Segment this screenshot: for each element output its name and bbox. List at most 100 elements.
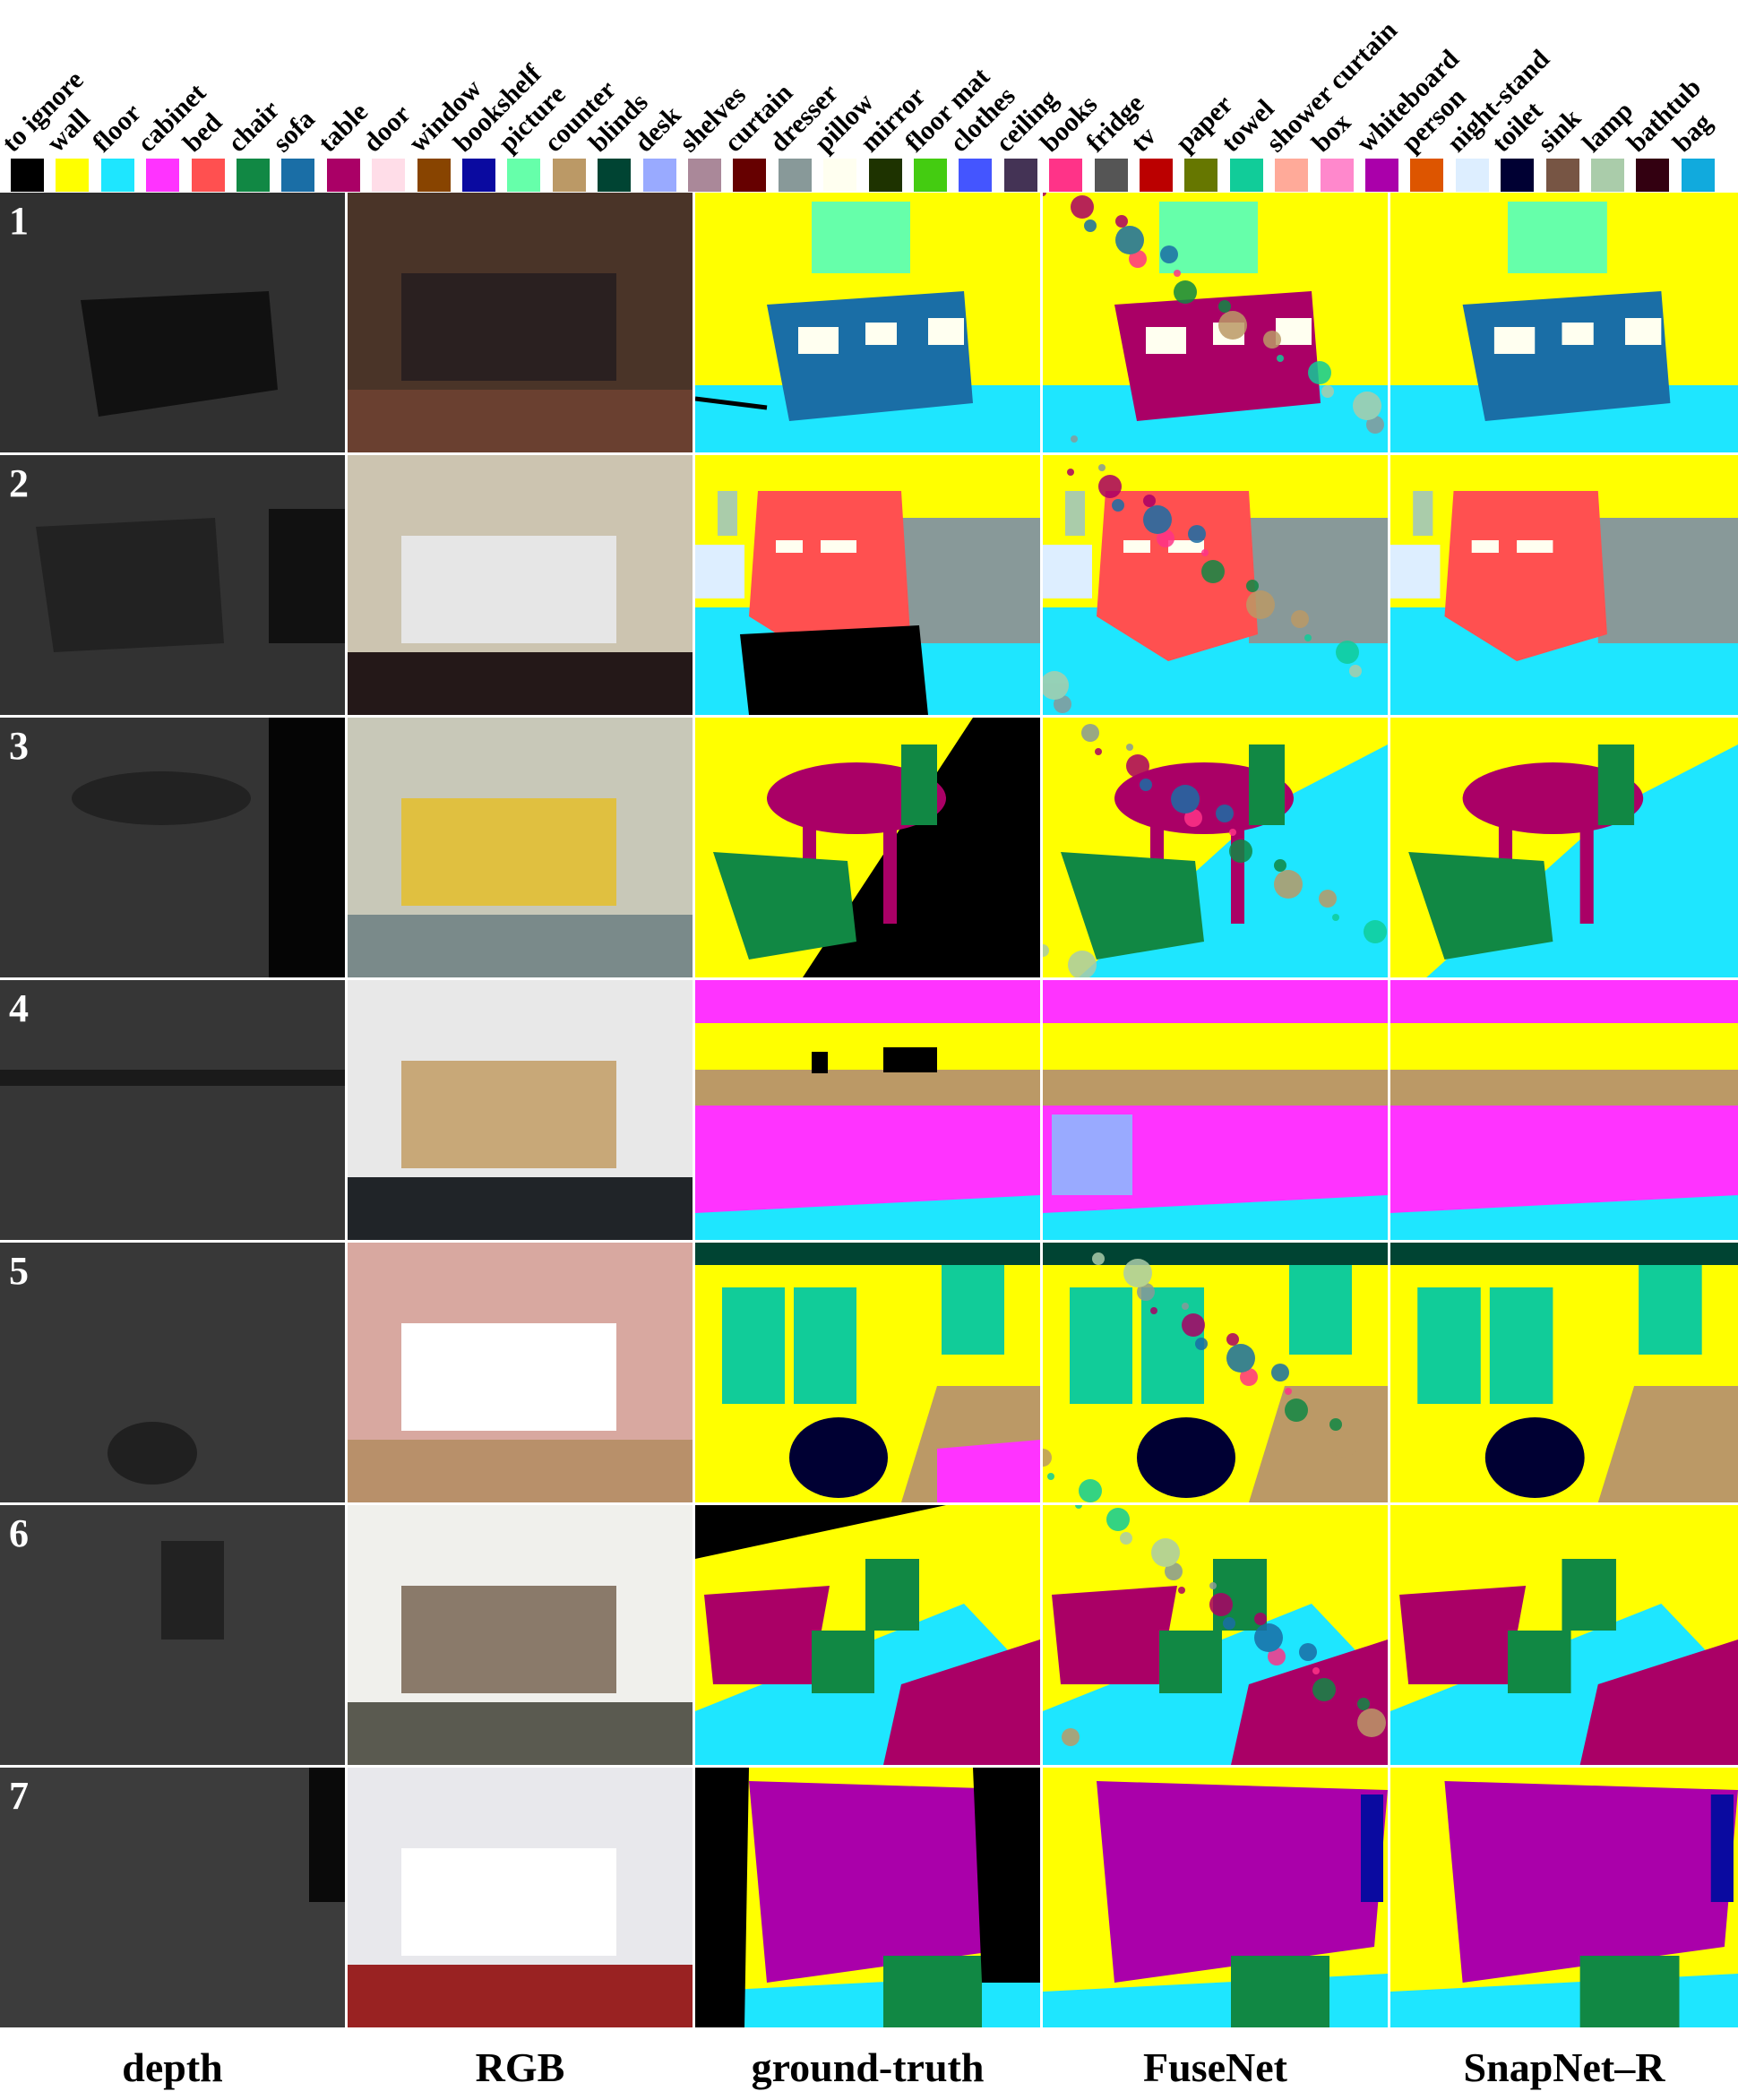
rgb-image xyxy=(348,455,693,715)
legend-item: door xyxy=(357,0,417,193)
depth-image: 2 xyxy=(0,455,345,715)
legend-item: bed xyxy=(177,0,228,193)
row-number: 2 xyxy=(9,461,29,505)
legend-swatch xyxy=(507,159,541,192)
legend-item: clothes xyxy=(944,0,1021,193)
legend-label: door xyxy=(357,99,417,159)
legend-swatch xyxy=(778,159,812,192)
legend-swatch xyxy=(11,159,44,192)
legend-item: pillow xyxy=(809,0,880,193)
caption-depth: depth xyxy=(122,2044,223,2090)
row-number: 7 xyxy=(9,1774,29,1818)
legend-swatch xyxy=(417,159,451,192)
fusenet-image xyxy=(1043,1243,1388,1502)
class-legend: to ignore wall floor cabinet bed chair sofa tab… xyxy=(0,0,1738,193)
legend-item: person xyxy=(1396,0,1472,193)
depth-image: 7 xyxy=(0,1768,345,2027)
caption-ground-truth: ground-truth xyxy=(751,2044,985,2090)
legend-item: shower curtain xyxy=(1260,0,1403,193)
legend-item: books xyxy=(1035,0,1104,193)
caption-snapnet-r: SnapNet–R xyxy=(1463,2044,1665,2090)
legend-swatch xyxy=(1545,159,1579,192)
legend-swatch xyxy=(1591,159,1624,192)
legend-swatch xyxy=(1275,159,1309,192)
result-row: 2 xyxy=(0,455,1738,715)
ground-truth-image xyxy=(695,1505,1040,1765)
rgb-image xyxy=(348,980,693,1240)
snapnet-r-image xyxy=(1390,455,1738,715)
legend-item: paper xyxy=(1170,0,1239,193)
legend-swatch xyxy=(1365,159,1398,192)
fusenet-image xyxy=(1043,455,1388,715)
legend-swatch xyxy=(552,159,586,192)
legend-swatch xyxy=(1140,159,1173,192)
legend-item: floor xyxy=(87,0,147,193)
legend-item: floor mat xyxy=(899,0,995,193)
legend-swatch xyxy=(56,159,90,192)
rgb-image xyxy=(348,193,693,452)
legend-swatch xyxy=(823,159,857,192)
legend-item: sink xyxy=(1532,0,1587,193)
legend-swatch xyxy=(868,159,902,192)
snapnet-r-image xyxy=(1390,1243,1738,1502)
legend-item: picture xyxy=(493,0,572,193)
legend-swatch xyxy=(733,159,767,192)
legend-item: table xyxy=(313,0,374,193)
depth-image: 3 xyxy=(0,718,345,977)
legend-item: fridge xyxy=(1080,0,1149,193)
legend-item: blinds xyxy=(583,0,654,193)
result-row: 4 xyxy=(0,980,1738,1240)
legend-label: floor xyxy=(86,98,147,159)
legend-item: lamp xyxy=(1577,0,1639,193)
legend-swatch xyxy=(959,159,993,192)
legend-item: bathtub xyxy=(1622,0,1708,193)
ground-truth-image xyxy=(695,980,1040,1240)
caption-rgb: RGB xyxy=(475,2044,565,2090)
legend-item: counter xyxy=(538,0,622,193)
result-row: 3 xyxy=(0,718,1738,977)
legend-item: shelves xyxy=(674,0,752,193)
legend-swatch xyxy=(598,159,632,192)
legend-swatch xyxy=(1320,159,1354,192)
caption-fusenet: FuseNet xyxy=(1143,2044,1287,2090)
legend-item: ceiling xyxy=(990,0,1063,193)
ground-truth-image xyxy=(695,1768,1040,2027)
ground-truth-image xyxy=(695,718,1040,977)
legend-swatch xyxy=(688,159,721,192)
fusenet-image xyxy=(1043,980,1388,1240)
legend-swatch xyxy=(1003,159,1037,192)
fusenet-image xyxy=(1043,193,1388,452)
row-number: 3 xyxy=(9,724,29,768)
rgb-image xyxy=(348,1505,693,1765)
legend-swatch xyxy=(237,159,270,192)
snapnet-r-image xyxy=(1390,718,1738,977)
row-number: 5 xyxy=(9,1249,29,1293)
legend-swatch xyxy=(1636,159,1670,192)
legend-swatch xyxy=(372,159,406,192)
legend-item: box xyxy=(1306,0,1356,193)
fusenet-image xyxy=(1043,1768,1388,2027)
legend-swatch xyxy=(642,159,676,192)
legend-item: chair xyxy=(222,0,285,193)
ground-truth-image xyxy=(695,455,1040,715)
legend-swatch xyxy=(1229,159,1263,192)
legend-item: toilet xyxy=(1486,0,1548,193)
ground-truth-image xyxy=(695,1243,1040,1502)
results-grid: 1 2 xyxy=(0,193,1738,2038)
column-captions: depth RGB ground-truth FuseNet SnapNet–R xyxy=(0,2041,1738,2095)
row-number: 6 xyxy=(9,1511,29,1555)
snapnet-r-image xyxy=(1390,1768,1738,2027)
legend-swatch xyxy=(1184,159,1218,192)
result-row: 5 xyxy=(0,1243,1738,1502)
row-number: 1 xyxy=(9,199,29,243)
legend-item: window xyxy=(403,0,487,193)
fusenet-image xyxy=(1043,718,1388,977)
result-row: 7 xyxy=(0,1768,1738,2027)
legend-item: towel xyxy=(1216,0,1279,193)
legend-item: dresser xyxy=(764,0,844,193)
legend-item: tv xyxy=(1125,0,1173,193)
snapnet-r-image xyxy=(1390,1505,1738,1765)
legend-swatch xyxy=(1094,159,1128,192)
legend-label: table xyxy=(312,97,374,159)
snapnet-r-image xyxy=(1390,980,1738,1240)
